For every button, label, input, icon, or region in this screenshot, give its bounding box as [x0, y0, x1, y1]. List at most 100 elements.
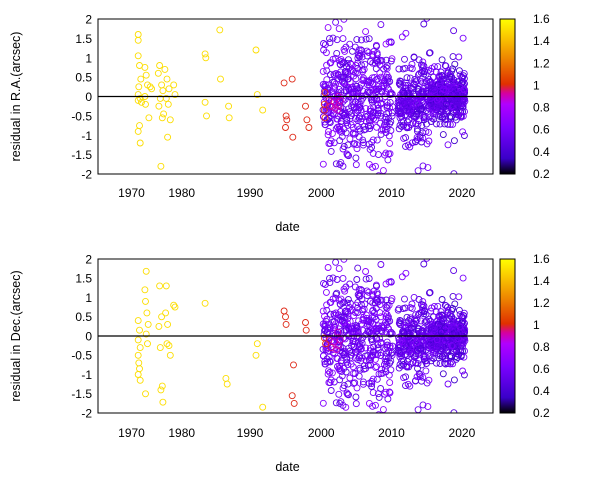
- dec-data-point: [413, 373, 421, 381]
- ra-data-point: [444, 67, 452, 75]
- ra-data-point: [373, 136, 381, 144]
- dec-data-point: [156, 282, 164, 290]
- dec-data-point: [382, 296, 390, 304]
- ra-data-point: [434, 81, 442, 89]
- ra-data-point: [379, 126, 387, 134]
- dec-data-point: [382, 368, 390, 376]
- dec-data-point: [282, 313, 289, 321]
- ra-data-point: [401, 55, 408, 63]
- ra-data-point: [415, 70, 423, 78]
- ra-data-point: [253, 91, 261, 99]
- dec-data-point: [461, 347, 468, 355]
- dec-data-points: [134, 259, 469, 413]
- dec-ytick-label: -1.5: [71, 387, 92, 401]
- dec-data-point: [368, 383, 376, 390]
- ra-data-point: [402, 142, 409, 150]
- ra-data-point: [407, 84, 415, 92]
- ra-data-point: [374, 109, 382, 117]
- ra-data-point: [336, 60, 344, 68]
- dec-xtick-label: 2020: [449, 426, 476, 440]
- ra-data-point: [336, 125, 344, 133]
- ra-data-point: [413, 99, 420, 107]
- dec-data-point: [355, 286, 363, 293]
- dec-data-point: [136, 376, 144, 384]
- dec-data-point: [412, 377, 420, 385]
- dec-data-point: [419, 304, 426, 311]
- ra-data-point: [339, 162, 347, 170]
- ra-data-point: [154, 69, 162, 77]
- ra-data-point: [158, 81, 166, 89]
- ra-data-point: [418, 105, 426, 113]
- dec-data-point: [321, 357, 329, 365]
- dec-data-point: [372, 325, 380, 332]
- ra-xtick-label: 1990: [237, 186, 264, 200]
- dec-data-point: [164, 320, 172, 328]
- dec-data-point: [136, 326, 143, 334]
- ra-data-point: [259, 106, 267, 114]
- dec-data-point: [370, 343, 378, 351]
- dec-x-axis-title: date: [275, 460, 299, 474]
- ra-data-point: [414, 167, 422, 174]
- ra-data-point: [345, 86, 353, 93]
- ra-data-point: [460, 86, 468, 94]
- dec-data-point: [387, 357, 395, 365]
- ra-data-point: [349, 124, 357, 131]
- dec-data-point: [461, 326, 469, 333]
- dec-data-point: [335, 296, 343, 304]
- dec-data-point: [342, 309, 350, 317]
- dec-data-point: [439, 370, 447, 378]
- dec-data-point: [340, 319, 348, 326]
- ra-data-point: [449, 53, 457, 61]
- ra-data-point: [354, 107, 362, 115]
- ra-data-point: [343, 117, 351, 124]
- dec-data-point: [159, 398, 167, 406]
- ra-data-point: [435, 94, 443, 102]
- dec-data-point: [349, 338, 357, 345]
- ra-data-point: [340, 45, 348, 53]
- ra-ytick-label: -2: [81, 168, 92, 182]
- dec-data-point: [337, 398, 345, 406]
- ra-data-point: [332, 160, 340, 168]
- dec-data-point: [135, 359, 143, 367]
- dec-ytick-label: 0.5: [75, 310, 92, 324]
- ra-data-point: [442, 100, 450, 108]
- dec-data-point: [136, 344, 144, 352]
- dec-data-point: [414, 406, 422, 413]
- ra-data-point: [413, 110, 421, 118]
- dec-data-point: [336, 336, 344, 344]
- dec-data-point: [359, 378, 367, 386]
- ra-data-point: [337, 159, 345, 167]
- ra-data-point: [449, 120, 457, 128]
- ra-data-point: [402, 29, 410, 37]
- dec-data-point: [458, 319, 466, 327]
- dec-data-point: [429, 349, 437, 357]
- dec-data-point: [451, 342, 459, 350]
- dec-ytick-label: -2: [81, 407, 92, 421]
- ra-data-point: [203, 112, 210, 120]
- dec-data-point: [326, 368, 334, 376]
- ra-data-point: [382, 56, 390, 64]
- ra-data-point: [289, 133, 297, 141]
- ra-data-point: [136, 94, 144, 102]
- ra-data-point: [402, 82, 410, 90]
- ra-data-point: [171, 91, 179, 99]
- ra-data-point: [326, 118, 334, 126]
- dec-data-point: [443, 334, 451, 342]
- ra-y-ticks: 2 1.5 1 0.5 0 -0.5 -1 -1.5 -2: [71, 13, 92, 182]
- dec-data-point: [171, 303, 179, 311]
- ra-data-point: [382, 40, 390, 48]
- ra-data-point: [201, 98, 209, 106]
- dec-data-point: [355, 345, 363, 353]
- ra-data-point: [403, 107, 411, 115]
- dec-data-point: [141, 286, 149, 294]
- dec-data-point: [377, 352, 385, 359]
- dec-data-point: [361, 300, 369, 308]
- ra-ytick-label: -0.5: [71, 109, 92, 123]
- dec-data-point: [302, 319, 309, 326]
- ra-data-point: [335, 25, 343, 33]
- ra-data-point: [352, 154, 360, 162]
- ra-data-point: [436, 111, 444, 119]
- ra-data-point: [365, 160, 373, 168]
- dec-data-point: [376, 309, 384, 317]
- dec-data-point: [402, 269, 410, 277]
